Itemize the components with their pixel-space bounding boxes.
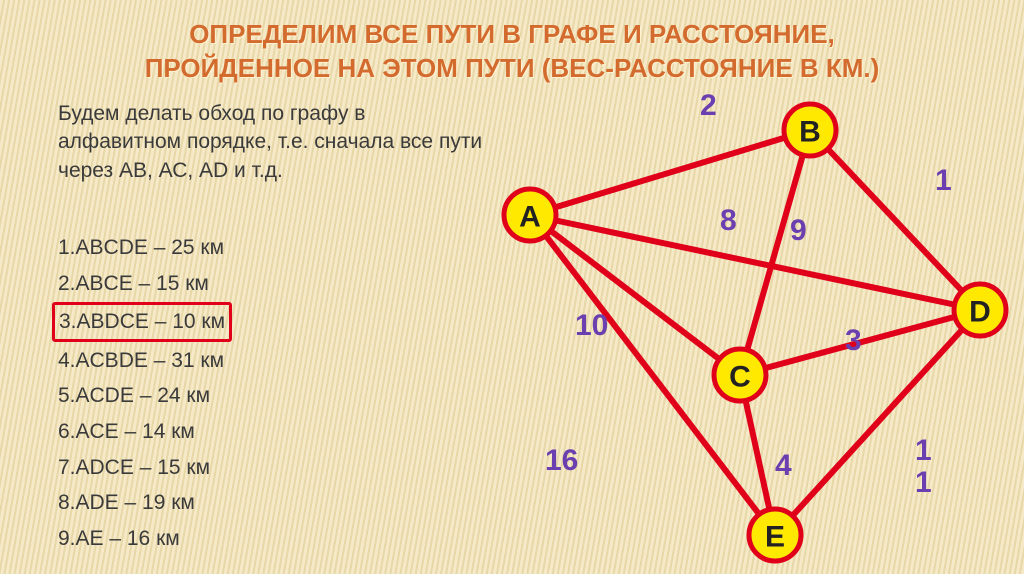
path-item: 4.ACBDE – 31 км [58,343,232,379]
path-list: 1.ABCDE – 25 км2.ABCE – 15 км3.ABDCE – 1… [58,230,232,556]
edge-A-B [530,130,810,215]
weight-C-E: 4 [775,449,792,482]
node-label-E: E [765,521,785,554]
highlighted-path: 3.ABDCE – 10 км [52,302,232,342]
weight-D-E-b: 1 [915,466,932,499]
path-item: 3.ABDCE – 10 км [58,301,232,343]
weight-A-B: 2 [700,89,717,122]
node-label-C: C [729,361,751,394]
weight-A-E: 16 [545,444,578,477]
edge-A-D [530,215,980,310]
path-item: 8.ADE – 19 км [58,485,232,521]
weight-B-D: 1 [935,164,952,197]
edge-B-D [810,130,980,310]
weight-B-C: 9 [790,214,807,247]
title-line-1: ОПРЕДЕЛИМ ВСЕ ПУТИ В ГРАФЕ И РАССТОЯНИЕ, [189,19,835,49]
path-item: 9.AE – 16 км [58,521,232,557]
graph-diagram: 281016913411ABCDE [440,75,1020,565]
weight-A-D: 8 [720,204,737,237]
path-item: 2.ABCE – 15 км [58,266,232,302]
weight-C-D: 3 [845,324,862,357]
node-label-D: D [969,296,991,329]
path-item: 7.ADCE – 15 км [58,450,232,486]
weight-D-E-a: 1 [915,434,932,467]
slide: ОПРЕДЕЛИМ ВСЕ ПУТИ В ГРАФЕ И РАССТОЯНИЕ,… [0,0,1024,574]
subtitle: Будем делать обход по графу в алфавитном… [58,100,488,185]
node-label-A: A [519,201,541,234]
edge-B-C [740,130,810,375]
edge-D-E [775,310,980,535]
path-item: 5.ACDE – 24 км [58,378,232,414]
path-item: 6.ACE – 14 км [58,414,232,450]
path-item: 1.ABCDE – 25 км [58,230,232,266]
weight-A-C: 10 [575,309,608,342]
node-label-B: B [799,116,821,149]
